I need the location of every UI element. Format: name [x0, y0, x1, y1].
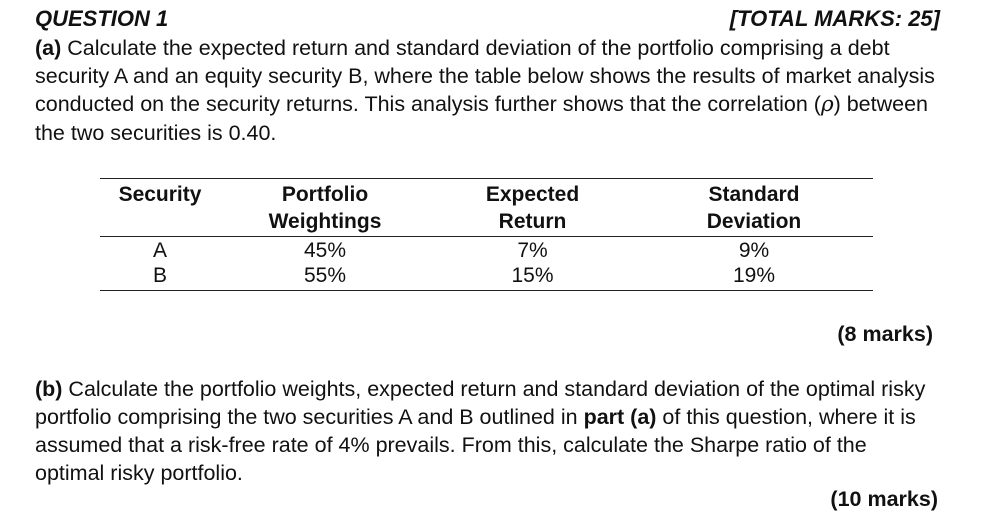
total-marks: [TOTAL MARKS: 25] [729, 6, 940, 31]
header-line: Return [498, 210, 567, 233]
header-portfolio-weightings: Portfolio Weightings [220, 179, 430, 237]
part-a-text-1: Calculate the expected return and standa… [35, 36, 935, 116]
header-line: Security [118, 183, 202, 206]
table-cell: 15% [511, 264, 554, 287]
table-cell: 9% [738, 239, 770, 262]
header-line: Standard [708, 183, 800, 206]
question-header: QUESTION 1 [TOTAL MARKS: 25] [35, 6, 940, 36]
table-header-row: Security Portfolio Weightings Expected R… [100, 178, 873, 237]
rho-symbol: ρ [820, 92, 834, 117]
table-cell: 45% [303, 239, 347, 262]
table-cell: 19% [732, 264, 776, 287]
part-a-reference: part (a) [583, 405, 657, 429]
part-b-text-1: Calculate the portfolio weights, expecte… [35, 377, 926, 429]
part-a-marks: (8 marks) [837, 322, 933, 346]
part-b-marks: (10 marks) [830, 487, 938, 511]
table-cell: B [152, 264, 167, 287]
header-expected-return: Expected Return [430, 179, 635, 237]
header-line: Expected [485, 183, 580, 206]
header-line: Weightings [268, 210, 382, 233]
part-b-paragraph: (b) Calculate the portfolio weights, exp… [35, 375, 940, 487]
part-a-label: (a) [35, 36, 62, 60]
header-standard-deviation: Standard Deviation [635, 179, 873, 237]
table-cell: 55% [303, 264, 347, 287]
part-b-text-2: of this question, where it is assumed th… [35, 405, 916, 485]
header-line: Deviation [706, 210, 802, 233]
part-a-paragraph: (a) Calculate the expected return and st… [35, 34, 940, 147]
question-title: QUESTION 1 [35, 6, 169, 31]
part-a-text-2: ) between the two securities is 0.40. [35, 92, 928, 145]
table-cell: A [152, 239, 167, 262]
table-cell: 7% [517, 239, 548, 262]
table-row: B 55% 15% 19% [100, 263, 873, 291]
part-b-label: (b) [35, 377, 63, 401]
security-table: Security Portfolio Weightings Expected R… [100, 178, 873, 291]
header-line: Portfolio [281, 183, 369, 206]
table-row: A 45% 7% 9% [100, 237, 873, 264]
header-security: Security [100, 179, 220, 237]
